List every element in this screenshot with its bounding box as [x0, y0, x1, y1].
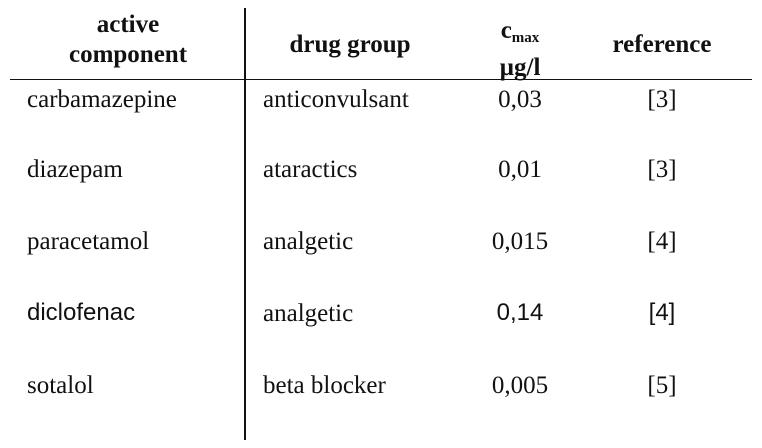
header-cmax-base: c	[500, 17, 512, 44]
column-divider	[244, 8, 246, 440]
table-row-reference: [4]	[647, 228, 677, 255]
header-cmax: cmax µg/l	[470, 16, 570, 83]
header-reference: reference	[612, 31, 712, 58]
table-row-cmax: 0,01	[498, 156, 542, 183]
table-row-name: diclofenac	[27, 299, 136, 326]
table-row-group: analgetic	[263, 228, 354, 255]
table-row-group: analgetic	[263, 300, 354, 327]
table-row-reference: [4]	[648, 299, 676, 326]
header-active-component-line2: component	[68, 41, 188, 68]
table-row-reference: [3]	[647, 86, 677, 113]
table-row-group: anticonvulsant	[263, 86, 409, 113]
header-cmax-unit: µg/l	[499, 54, 541, 81]
table-row-name: paracetamol	[27, 228, 150, 255]
table-row-group: beta blocker	[263, 372, 386, 399]
header-divider	[10, 79, 752, 80]
table-row-cmax: 0,015	[491, 228, 549, 255]
table-row-name: carbamazepine	[27, 86, 177, 113]
header-cmax-subscript: max	[511, 30, 540, 46]
table-row-name: sotalol	[27, 372, 94, 399]
header-active-component: active component	[28, 10, 228, 70]
table-row-cmax: 0,14	[496, 299, 544, 326]
header-cmax-symbol: cmax	[470, 16, 570, 53]
table-row-reference: [5]	[647, 372, 677, 399]
table-row-group: ataractics	[263, 156, 358, 183]
table-row-reference: [3]	[647, 156, 677, 183]
header-active-component-line1: active	[96, 11, 160, 38]
table-row-name: diazepam	[27, 156, 123, 183]
header-drug-group: drug group	[289, 31, 411, 58]
table-row-cmax: 0,03	[498, 86, 542, 113]
table-row-cmax: 0,005	[491, 372, 549, 399]
